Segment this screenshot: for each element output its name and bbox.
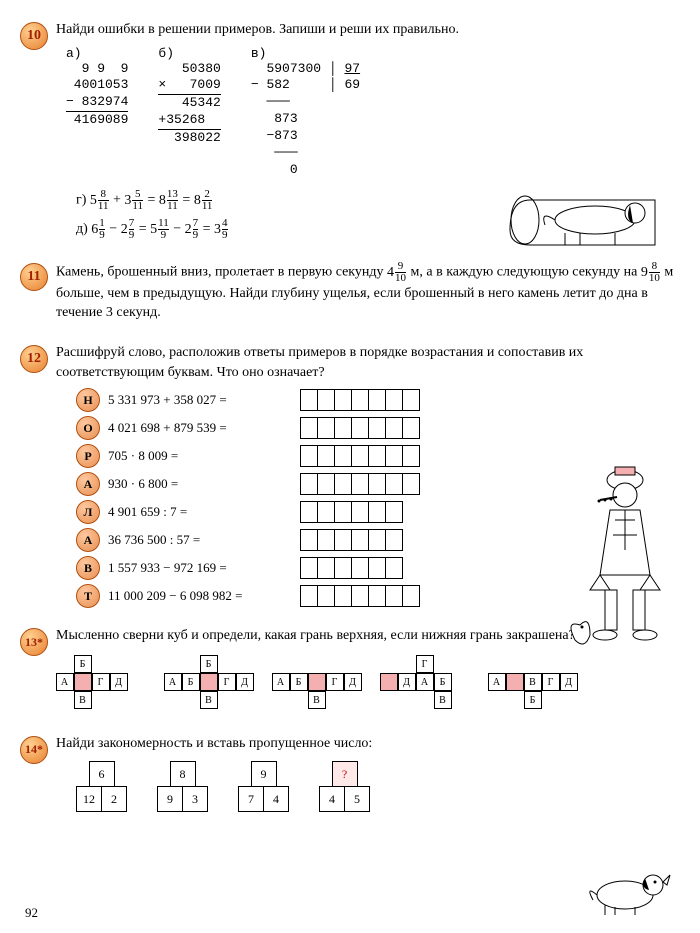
cipher-expression: 4 901 659 : 7 = [108, 504, 293, 520]
task-number-badge: 10 [20, 22, 48, 50]
answer-boxes[interactable] [301, 557, 403, 579]
textbook-page: 10 Найди ошибки в решении примеров. Запи… [0, 0, 700, 933]
calc-b: б) 50380 × 7009 45342 +35268 398022 [158, 46, 220, 179]
task-number-badge: 13* [20, 628, 48, 656]
answer-boxes[interactable] [301, 501, 403, 523]
task-number-badge: 14* [20, 736, 48, 764]
answer-boxes[interactable] [301, 389, 420, 411]
answer-boxes[interactable] [301, 445, 420, 467]
calc-body: 50380 × 7009 45342 +35268 398022 [158, 61, 220, 147]
letter-badge: А [76, 472, 100, 496]
page-number: 92 [25, 905, 38, 921]
task-text: Найди ошибки в решении примеров. Запиши … [56, 20, 680, 40]
calc-body: 5907300 │ 97 − 582 │ 69 ─── 873 −873 ───… [251, 61, 360, 179]
cube-net: АБГДВ [272, 656, 362, 710]
calc-label: в) [251, 46, 267, 61]
cipher-row: О 4 021 698 + 879 539 = [76, 416, 680, 440]
task-body: Найди закономерность и вставь пропущенно… [56, 734, 680, 813]
letter-badge: В [76, 556, 100, 580]
letter-badge: Т [76, 584, 100, 608]
cipher-expression: 930 · 6 800 = [108, 476, 293, 492]
calc-label: а) [66, 46, 82, 61]
pattern-block: 893 [157, 761, 208, 812]
cipher-expression: 1 557 933 − 972 169 = [108, 560, 293, 576]
calculations-row: а) 9 9 9 4001053 − 832974 4169089 б) 503… [66, 46, 680, 179]
pattern-block: ?45 [319, 761, 370, 812]
cipher-expression: 5 331 973 + 358 027 = [108, 392, 293, 408]
task-text: Камень, брошенный вниз, пролетает в перв… [56, 261, 680, 323]
piper-illustration [555, 455, 675, 665]
cube-net: ГДАБВ [380, 656, 470, 710]
answer-boxes[interactable] [301, 417, 420, 439]
cipher-expression: 705 · 8 009 = [108, 448, 293, 464]
letter-badge: Л [76, 500, 100, 524]
calc-label: б) [158, 46, 174, 61]
dog-on-rug-illustration [505, 175, 675, 255]
calc-c: в) 5907300 │ 97 − 582 │ 69 ─── 873 −873 … [251, 46, 360, 179]
answer-boxes[interactable] [301, 585, 420, 607]
cube-net: БАБГДВ [164, 656, 254, 710]
calc-a: а) 9 9 9 4001053 − 832974 4169089 [66, 46, 128, 179]
task-11: 11 Камень, брошенный вниз, пролетает в п… [20, 261, 680, 329]
letter-badge: Н [76, 388, 100, 412]
letter-badge: О [76, 416, 100, 440]
cipher-expression: 4 021 698 + 879 539 = [108, 420, 293, 436]
task-number-badge: 11 [20, 263, 48, 291]
cipher-row: Н 5 331 973 + 358 027 = [76, 388, 680, 412]
pattern-block: 974 [238, 761, 289, 812]
task-number-badge: 12 [20, 345, 48, 373]
answer-boxes[interactable] [301, 473, 420, 495]
task-14: 14* Найди закономерность и вставь пропущ… [20, 734, 680, 813]
cipher-expression: 11 000 209 − 6 098 982 = [108, 588, 293, 604]
pattern-block: 6122 [76, 761, 127, 812]
task-body: Камень, брошенный вниз, пролетает в перв… [56, 261, 680, 329]
task-text: Расшифруй слово, расположив ответы приме… [56, 343, 680, 382]
calc-body: 9 9 9 4001053 − 832974 4169089 [66, 61, 128, 130]
small-dog-illustration [585, 860, 675, 915]
answer-boxes[interactable] [301, 529, 403, 551]
pattern-row: 6122 893 974 ?45 [76, 761, 680, 812]
cipher-expression: 36 736 500 : 57 = [108, 532, 293, 548]
task-text: Найди закономерность и вставь пропущенно… [56, 734, 680, 754]
letter-badge: А [76, 528, 100, 552]
cube-net: БАГДВ [56, 656, 146, 710]
letter-badge: Р [76, 444, 100, 468]
